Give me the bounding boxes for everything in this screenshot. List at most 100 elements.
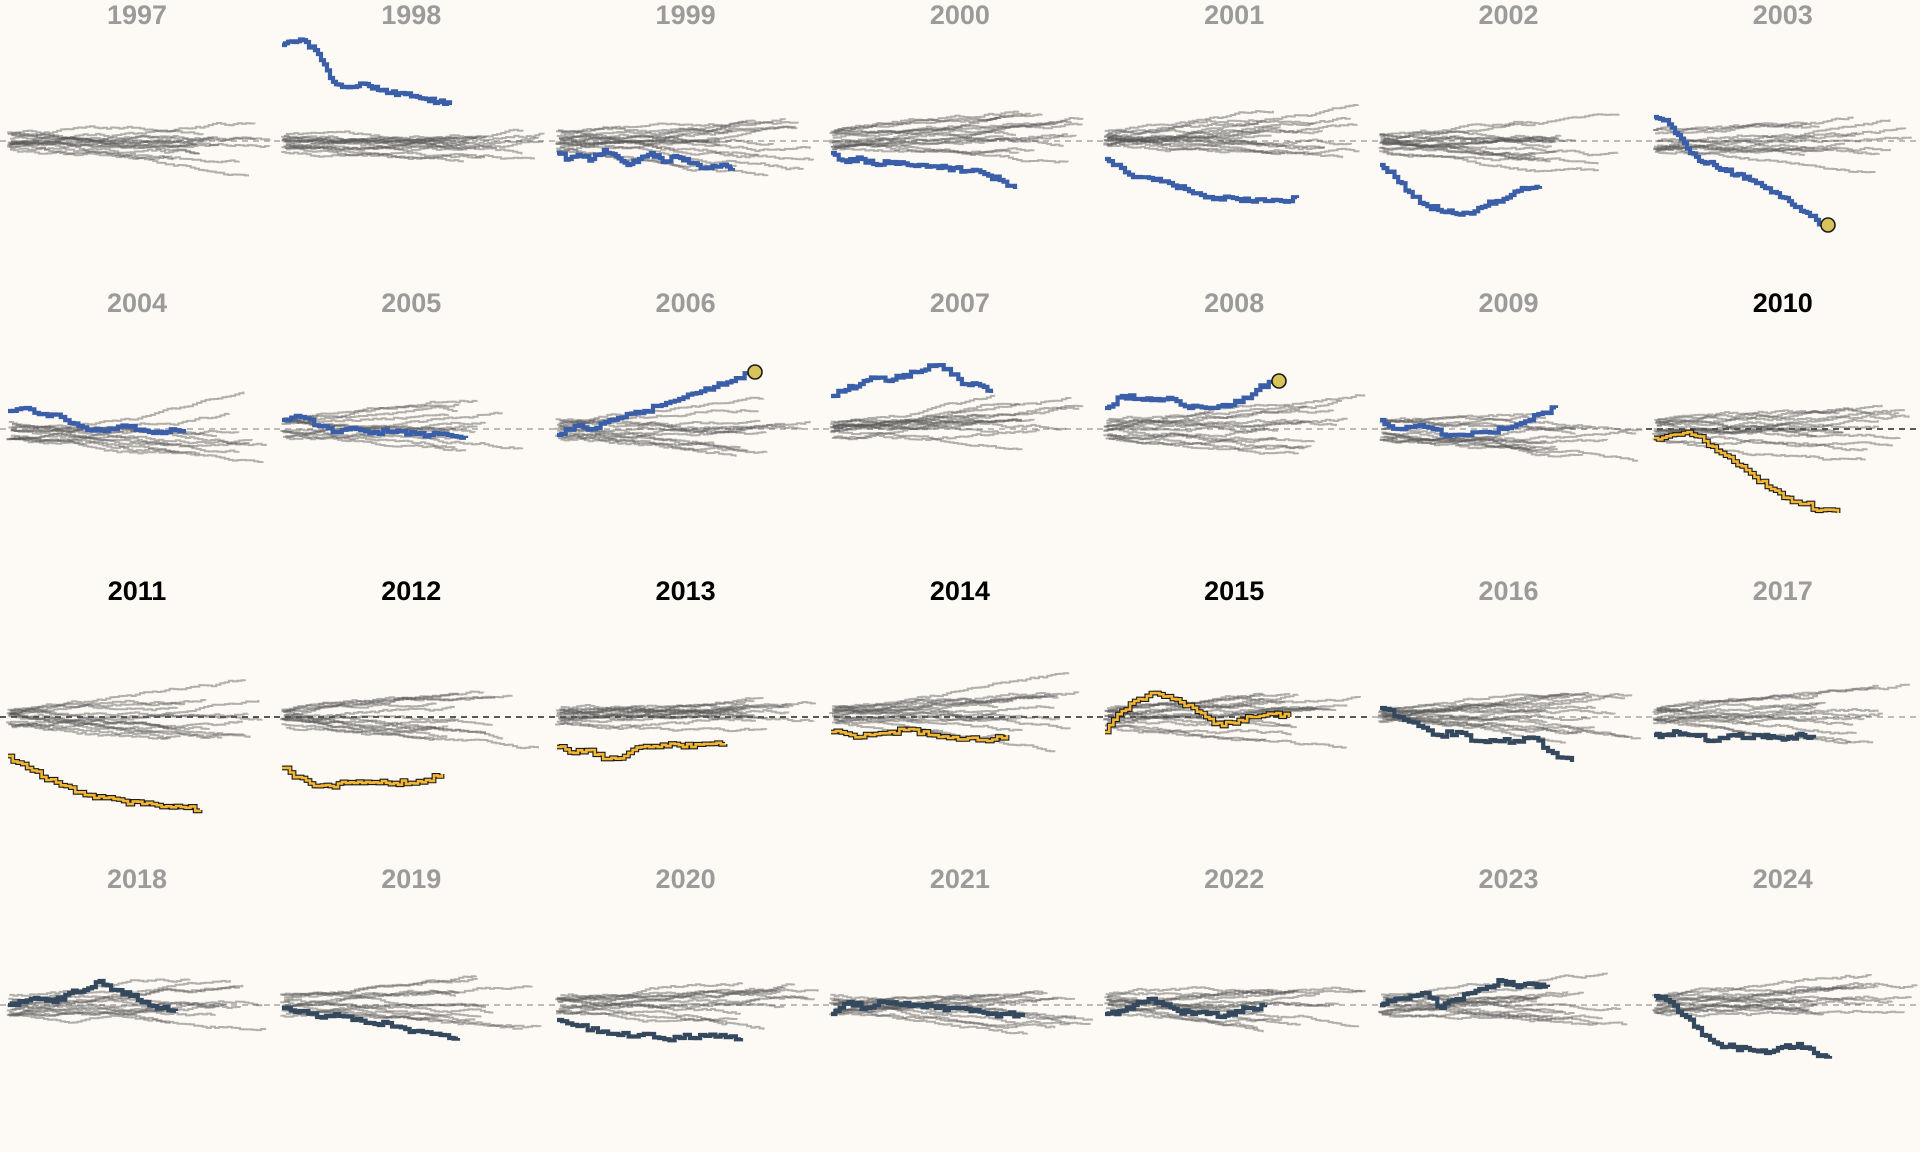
panel-plot xyxy=(1645,114,1916,233)
team-line xyxy=(11,432,253,445)
team-line xyxy=(10,135,179,146)
team-line xyxy=(830,990,1044,1006)
panel-2004: 2004 xyxy=(0,288,274,576)
team-line xyxy=(559,709,767,720)
team-line xyxy=(281,136,477,145)
panel-2010: 2010 xyxy=(1645,288,1920,576)
team-line xyxy=(558,118,786,140)
team-line xyxy=(284,714,504,740)
team-line xyxy=(556,433,714,447)
focus-line xyxy=(830,727,1009,743)
focus-line xyxy=(556,371,751,438)
team-line xyxy=(834,672,1070,714)
focus-line xyxy=(8,754,202,813)
team-line xyxy=(7,133,197,146)
team-line xyxy=(1107,992,1321,1016)
team-line xyxy=(1383,435,1608,445)
panel-plot xyxy=(822,990,1093,1035)
team-line xyxy=(556,134,721,146)
panel-plot xyxy=(548,364,819,457)
team-line xyxy=(1379,141,1598,165)
team-line xyxy=(558,714,717,722)
team-line xyxy=(833,418,1022,430)
panel-plot xyxy=(1371,691,1642,762)
panel-2015: 2015 xyxy=(1097,576,1371,864)
team-line xyxy=(1106,117,1351,137)
team-line xyxy=(1104,394,1366,432)
team-line xyxy=(1107,122,1260,136)
team-line xyxy=(834,697,1014,709)
team-line xyxy=(557,125,797,134)
team-line xyxy=(282,717,448,738)
team-line xyxy=(8,122,256,146)
team-line xyxy=(1652,119,1891,150)
team-line xyxy=(556,992,808,1002)
team-line xyxy=(555,705,814,723)
team-line xyxy=(7,142,249,177)
team-line xyxy=(832,421,1067,431)
team-line xyxy=(7,1004,217,1017)
team-line xyxy=(282,136,540,145)
panel-title: 1997 xyxy=(106,0,168,30)
team-line xyxy=(284,977,478,1001)
focus-line xyxy=(282,766,444,789)
team-line xyxy=(10,711,223,739)
team-line xyxy=(555,1010,728,1026)
team-line xyxy=(560,422,785,442)
team-line xyxy=(12,700,260,729)
team-line xyxy=(1656,683,1910,712)
focus-line xyxy=(830,999,1025,1019)
team-line xyxy=(10,1013,267,1032)
focus-line xyxy=(282,1005,461,1041)
team-line xyxy=(831,418,1035,428)
team-line xyxy=(1382,432,1638,462)
panel-1997: 1997 xyxy=(0,0,274,288)
team-line xyxy=(1380,113,1619,142)
team-line xyxy=(1377,714,1582,735)
team-line xyxy=(831,419,984,441)
panel-title: 2016 xyxy=(1478,576,1539,606)
team-line xyxy=(559,987,819,1001)
team-line xyxy=(831,113,1043,148)
team-line xyxy=(833,133,1068,148)
team-line xyxy=(11,139,271,150)
team-line xyxy=(1378,130,1546,140)
team-line xyxy=(283,433,467,452)
team-line xyxy=(834,117,1000,132)
team-line xyxy=(1655,985,1864,1002)
panel-plot xyxy=(822,363,1093,451)
team-line xyxy=(1107,136,1344,159)
panel-plot xyxy=(548,982,819,1043)
team-line xyxy=(559,1005,765,1030)
panel-2011: 2011 xyxy=(0,576,274,864)
team-line xyxy=(8,136,214,148)
team-line xyxy=(832,705,1071,730)
team-line xyxy=(559,409,759,424)
team-line xyxy=(1379,991,1568,1014)
team-line xyxy=(1107,1013,1283,1024)
team-line xyxy=(280,991,487,1008)
focus-line xyxy=(8,978,179,1013)
focus-line xyxy=(556,741,726,761)
team-line xyxy=(554,434,737,457)
team-line xyxy=(829,419,1022,429)
team-line xyxy=(286,143,496,151)
panel-title: 2009 xyxy=(1478,288,1539,318)
panel-title: 1999 xyxy=(655,0,716,30)
team-line xyxy=(830,414,985,425)
team-line xyxy=(831,141,1069,164)
team-line xyxy=(1654,710,1883,721)
team-line xyxy=(1380,136,1559,143)
panel-2009: 2009 xyxy=(1371,288,1646,576)
panel-title: 2019 xyxy=(381,864,442,894)
panel-title: 2020 xyxy=(655,864,716,894)
team-line xyxy=(832,122,1083,139)
panel-title: 2007 xyxy=(929,288,990,318)
team-line xyxy=(1657,982,1918,999)
panel-title: 2021 xyxy=(929,864,990,894)
team-line xyxy=(283,421,487,434)
panel-2003: 2003 xyxy=(1645,0,1920,288)
panel-plot xyxy=(274,690,545,790)
team-line xyxy=(1655,999,1813,1009)
